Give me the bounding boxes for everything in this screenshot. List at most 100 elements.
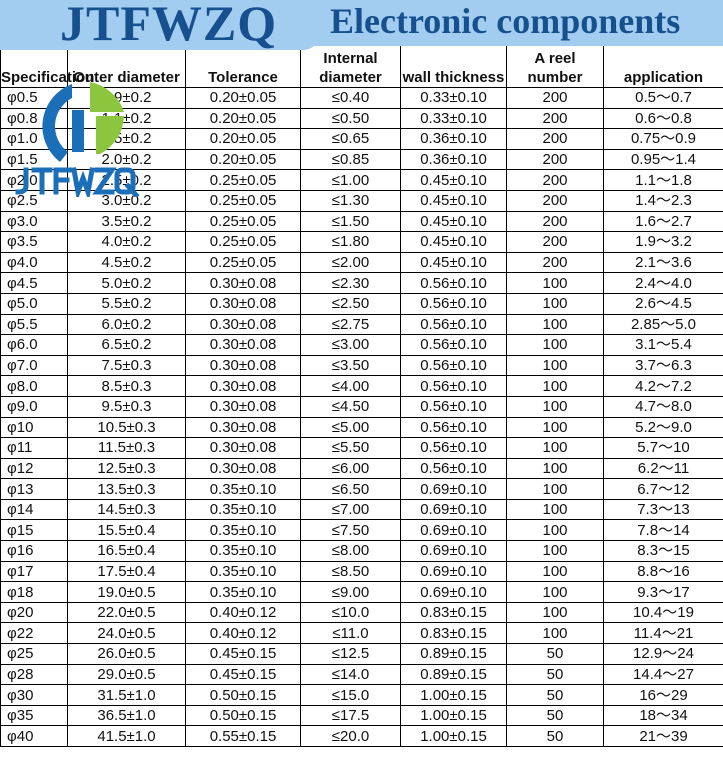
table-cell: 15.5±0.4 (67, 519, 186, 542)
table-cell: ≤2.30 (300, 272, 401, 294)
table-cell: ≤8.50 (300, 560, 401, 583)
table-cell: 0.25±0.05 (185, 231, 301, 253)
table-cell: 0.95～1.4 (603, 148, 723, 171)
table-cell: 0.50±0.15 (185, 704, 301, 727)
table-cell: 0.56±0.10 (400, 416, 507, 439)
table-cell: 50 (506, 684, 604, 706)
table-row: φ13 13.5±0.3 0.35±0.10 ≤6.50 0.69±0.10 100 6.7… (0, 478, 723, 500)
table-cell: ≤20.0 (300, 725, 401, 747)
table-row: φ11 11.5±0.3 0.30±0.08 ≤5.50 0.56±0.10 100 5.7… (0, 437, 723, 459)
table-cell: 9.3～17 (603, 581, 723, 603)
table-cell: ≤9.00 (300, 581, 401, 603)
table-cell: 4.0±0.2 (67, 231, 186, 253)
table-cell: 0.20±0.05 (185, 128, 301, 150)
table-row: φ28 29.0±0.5 0.45±0.15 ≤14.0 0.89±0.15 50 14.4… (0, 663, 723, 686)
table-cell: 200 (506, 107, 604, 130)
table-row: φ8.0 8.5±0.3 0.30±0.08 ≤4.00 0.56±0.10 100 4.2… (0, 375, 723, 397)
table-row: φ4.5 5.0±0.2 0.30±0.08 ≤2.30 0.56±0.10 100 2.4… (0, 272, 723, 294)
table-cell: 0.55±0.15 (185, 725, 301, 747)
table-cell: 0.45±0.10 (400, 251, 507, 274)
table-cell: 0.30±0.08 (185, 292, 301, 315)
table-cell: φ3.5 (0, 231, 68, 253)
table-cell: 100 (506, 375, 604, 397)
table-cell: φ3.0 (0, 210, 68, 233)
table-cell: 1.1～1.8 (603, 169, 723, 191)
table-cell: 200 (506, 210, 604, 233)
table-cell: 0.56±0.10 (400, 395, 507, 418)
table-cell: 0.30±0.08 (185, 375, 301, 397)
table-row: φ22 24.0±0.5 0.40±0.12 ≤11.0 0.83±0.15 100 11.… (0, 622, 723, 645)
table-cell: 11.4～21 (603, 622, 723, 645)
table-cell: ≤5.00 (300, 416, 401, 439)
table-cell: 5.5±0.2 (67, 292, 186, 315)
table-row: φ30 31.5±1.0 0.50±0.15 ≤15.0 1.00±0.15 50 16～2… (0, 684, 723, 706)
table-cell: ≤1.30 (300, 189, 401, 212)
table-cell: 9.5±0.3 (67, 395, 186, 418)
table-row: φ3.5 4.0±0.2 0.25±0.05 ≤1.80 0.45±0.10 200 1.9… (0, 231, 723, 253)
table-cell: 0.33±0.10 (400, 87, 507, 109)
table-row: φ18 19.0±0.5 0.35±0.10 ≤9.00 0.69±0.10 100 9.3… (0, 581, 723, 603)
table-row: φ1.5 2.0±0.2 0.20±0.05 ≤0.85 0.36±0.10 200 0.9… (0, 148, 723, 171)
spec-table: Specification Outer diameter Tolerance Inte… (0, 30, 723, 747)
table-cell: 0.45±0.10 (400, 169, 507, 191)
table-cell: 0.45±0.10 (400, 210, 507, 233)
table-cell: 7.8～14 (603, 519, 723, 542)
table-cell: 100 (506, 334, 604, 356)
table-cell: ≤2.50 (300, 292, 401, 315)
table-cell: 0.89±0.15 (400, 663, 507, 686)
table-cell: ≤1.80 (300, 231, 401, 253)
table-cell: 100 (506, 395, 604, 418)
table-cell: ≤2.00 (300, 251, 401, 274)
table-cell: 31.5±1.0 (67, 684, 186, 706)
table-cell: 29.0±0.5 (67, 663, 186, 686)
banner-brand-area (0, 0, 318, 50)
table-cell: 0.25±0.05 (185, 251, 301, 274)
table-cell: 0.20±0.05 (185, 148, 301, 171)
table-row: φ14 14.5±0.3 0.35±0.10 ≤7.00 0.69±0.10 100 7.3… (0, 498, 723, 521)
table-cell: φ28 (0, 663, 68, 686)
table-cell: φ8.0 (0, 375, 68, 397)
table-cell: 100 (506, 354, 604, 377)
table-row: φ5.5 6.0±0.2 0.30±0.08 ≤2.75 0.56±0.10 100 2.8… (0, 313, 723, 336)
table-cell: 0.6～0.8 (603, 107, 723, 130)
table-cell: 0.69±0.10 (400, 498, 507, 521)
table-cell: 0.45±0.15 (185, 643, 301, 665)
table-cell: 0.30±0.08 (185, 437, 301, 459)
table-cell: ≤5.50 (300, 437, 401, 459)
brand-logo-icon (15, 82, 140, 197)
table-cell: ≤4.50 (300, 395, 401, 418)
table-cell: 3.7～6.3 (603, 354, 723, 377)
table-cell: 0.25±0.05 (185, 169, 301, 191)
table-cell: 200 (506, 231, 604, 253)
table-cell: ≤2.75 (300, 313, 401, 336)
table-cell: ≤0.40 (300, 87, 401, 109)
table-cell: 0.20±0.05 (185, 87, 301, 109)
table-cell: 1.6～2.7 (603, 210, 723, 233)
table-row: φ6.0 6.5±0.2 0.30±0.08 ≤3.00 0.56±0.10 100 3.1… (0, 334, 723, 356)
table-cell: φ22 (0, 622, 68, 645)
table-cell: 200 (506, 251, 604, 274)
table-cell: 50 (506, 663, 604, 686)
table-cell: φ4.5 (0, 272, 68, 294)
table-cell: 0.56±0.10 (400, 457, 507, 480)
table-cell: 0.69±0.10 (400, 581, 507, 603)
table-cell: ≤6.50 (300, 478, 401, 500)
table-cell: φ16 (0, 540, 68, 562)
table-cell: 100 (506, 437, 604, 459)
table-cell: φ7.0 (0, 354, 68, 377)
table-cell: 0.25±0.05 (185, 210, 301, 233)
table-cell: 0.35±0.10 (185, 540, 301, 562)
table-cell: φ18 (0, 581, 68, 603)
table-cell: 0.56±0.10 (400, 272, 507, 294)
table-cell: 0.35±0.10 (185, 581, 301, 603)
table-row: φ3.0 3.5±0.2 0.25±0.05 ≤1.50 0.45±0.10 200 1.6… (0, 210, 723, 233)
table-cell: 0.30±0.08 (185, 395, 301, 418)
table-cell: 5.2～9.0 (603, 416, 723, 439)
table-cell: 0.35±0.10 (185, 498, 301, 521)
table-cell: 0.30±0.08 (185, 354, 301, 377)
table-cell: 0.5～0.7 (603, 87, 723, 109)
table-row: φ4.0 4.5±0.2 0.25±0.05 ≤2.00 0.45±0.10 200 2.1… (0, 251, 723, 274)
table-cell: ≤0.50 (300, 107, 401, 130)
table-cell: 0.56±0.10 (400, 334, 507, 356)
table-cell: 100 (506, 478, 604, 500)
